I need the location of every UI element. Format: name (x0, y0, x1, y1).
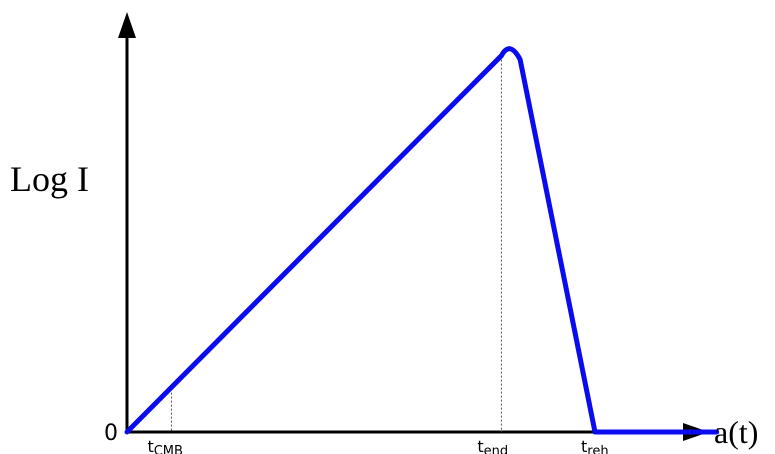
marker-label-cmb: tCMB (147, 437, 183, 454)
series-line (124, 46, 720, 435)
origin-label: 0 (104, 421, 118, 446)
marker-labels: tCMB tend treh (147, 437, 608, 454)
marker-guides (170, 55, 502, 432)
marker-label-reh: treh (581, 437, 609, 454)
x-axis-label: a(t) (714, 414, 758, 450)
y-axis-arrow (118, 12, 136, 38)
marker-label-end: tend (477, 437, 508, 454)
y-axis-label: Log I (10, 159, 89, 199)
